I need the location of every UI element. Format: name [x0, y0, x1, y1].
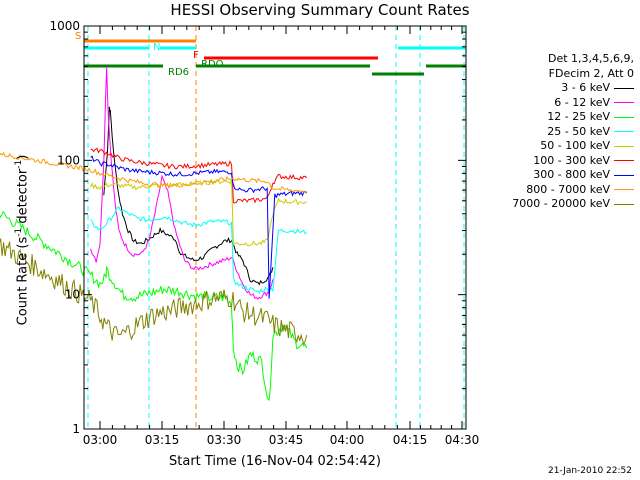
legend-entry-swatch: [614, 189, 634, 191]
legend-entry-label: 50 - 100 keV: [540, 139, 610, 152]
legend-entry-swatch: [614, 203, 634, 205]
legend: Det 1,3,4,5,6,9, FDecim 2, Att 0 3 - 6 k…: [474, 52, 634, 212]
y-tick-label: 1000: [49, 19, 80, 33]
flag-label-F: F: [193, 50, 199, 61]
legend-entry-swatch: [614, 131, 634, 133]
flag-bars: SNFRDORD6: [75, 31, 466, 78]
y-axis-label-sup1: -1: [14, 227, 24, 237]
legend-entry: 100 - 300 keV: [474, 154, 634, 169]
legend-entries: 3 - 6 keV 6 - 12 keV 12 - 25 keV 25 - 50 ke…: [474, 81, 634, 212]
y-axis-label-sup2: -1: [14, 159, 24, 169]
y-tick-label: 100: [57, 153, 80, 167]
series-line-800-7000-keV: [0, 151, 308, 194]
y-axis-label-mid: detector: [15, 168, 31, 228]
legend-entry: 25 - 50 keV: [474, 125, 634, 140]
y-axis-label-pre: Count Rate (s: [15, 236, 31, 326]
x-tick-label: 03:15: [145, 433, 180, 447]
legend-entry-label: 800 - 7000 keV: [526, 182, 610, 196]
series-lines: [0, 66, 308, 402]
x-tick-label: 04:15: [393, 433, 428, 447]
legend-entry-label: 6 - 12 keV: [554, 95, 610, 109]
series-line-7000-20000-keV: [0, 238, 308, 346]
legend-entry-swatch: [614, 116, 634, 118]
legend-entry-swatch: [614, 102, 634, 104]
legend-entry: 300 - 800 keV: [474, 168, 634, 183]
legend-entry-swatch: [614, 160, 634, 162]
y-axis-label: Count Rate (s-1 detector-1): [14, 130, 30, 350]
date-stamp: 21-Jan-2010 22:52: [547, 466, 632, 476]
legend-entry-swatch: [614, 87, 634, 89]
legend-entry-label: 25 - 50 keV: [547, 124, 610, 138]
vertical-markers: [87, 26, 465, 429]
legend-entry: 12 - 25 keV: [474, 110, 634, 125]
y-axis-ticks: 1 10 100 1000: [49, 19, 466, 436]
x-tick-label: 03:00: [83, 433, 118, 447]
legend-entry-swatch: [614, 174, 634, 176]
legend-entry-label: 100 - 300 keV: [533, 153, 610, 167]
chart-title: HESSI Observing Summary Count Rates: [170, 1, 470, 19]
x-tick-label: 03:30: [207, 433, 242, 447]
series-line-3-6-keV: [103, 106, 274, 286]
legend-entry: 7000 - 20000 keV: [474, 197, 634, 212]
series-line-100-300-keV: [90, 147, 308, 204]
legend-entry: 800 - 7000 keV: [474, 183, 634, 198]
x-tick-label: 03:45: [269, 433, 304, 447]
legend-entry-label: 7000 - 20000 keV: [512, 197, 610, 210]
plot-frame: [83, 25, 467, 430]
legend-entry-swatch: [614, 145, 634, 147]
legend-entry-label: 300 - 800 keV: [533, 168, 610, 181]
series-line-50-100-keV: [90, 178, 307, 247]
series-line-25-50-keV: [90, 206, 307, 295]
x-tick-label: 04:00: [330, 433, 365, 447]
x-axis-label: Start Time (16-Nov-04 02:54:42): [169, 454, 381, 469]
flag-label-S: S: [75, 31, 81, 42]
legend-entry: 6 - 12 keV: [474, 96, 634, 111]
x-axis-ticks: 03:00 03:15 03:30 03:45 04:00 04:15 04:30: [83, 26, 480, 447]
legend-header-line-1: Det 1,3,4,5,6,9,: [547, 52, 634, 65]
flag-label-RD6: RD6: [168, 67, 189, 78]
legend-entry: 3 - 6 keV: [474, 81, 634, 96]
legend-header-line-2: FDecim 2, Att 0: [548, 66, 634, 80]
flag-label-N: N: [153, 42, 160, 53]
series-line-12-25-keV: [0, 210, 308, 402]
legend-entry-label: 12 - 25 keV: [547, 110, 610, 123]
y-axis-label-post: ): [15, 154, 31, 160]
series-line-6-12-keV: [90, 66, 274, 300]
x-tick-label: 04:30: [445, 433, 480, 447]
series-line-300-800-keV: [90, 155, 308, 299]
legend-entry-label: 3 - 6 keV: [561, 81, 610, 94]
legend-entry: 50 - 100 keV: [474, 139, 634, 154]
y-tick-label: 1: [72, 422, 80, 436]
y-tick-label: 10: [65, 288, 80, 302]
